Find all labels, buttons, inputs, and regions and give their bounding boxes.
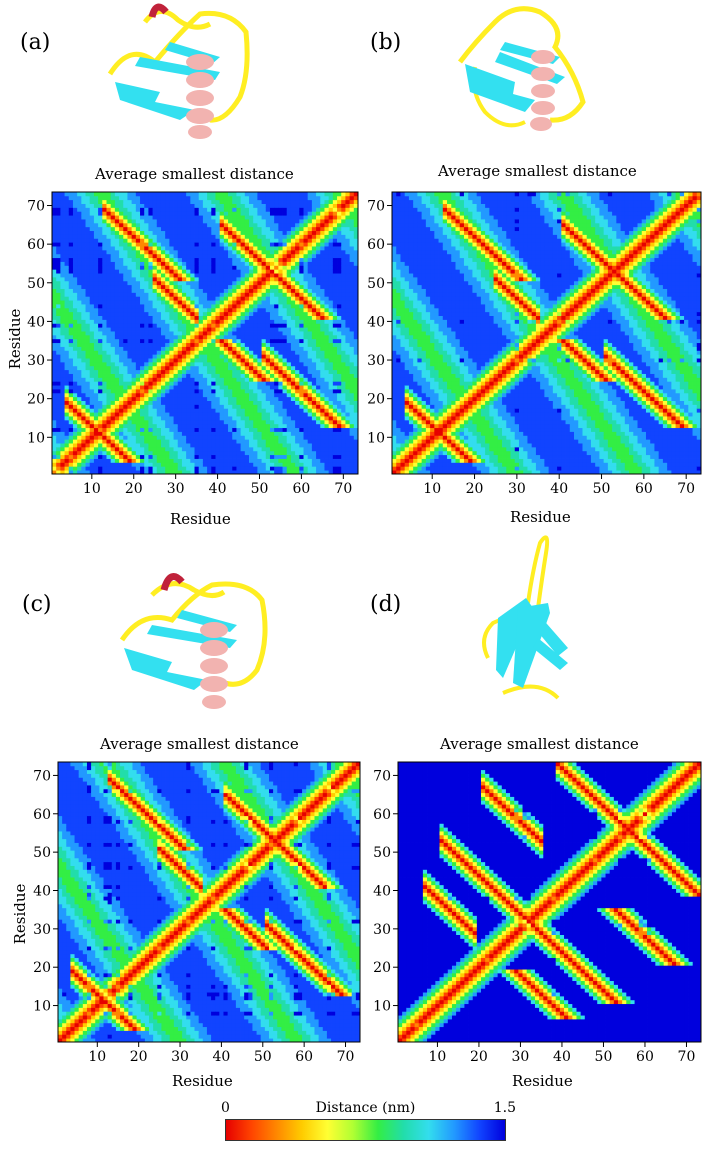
x-tick-label: 50 [593,481,611,497]
heatmap-title: Average smallest distance [440,735,639,753]
heatmap-title: Average smallest distance [100,735,299,753]
x-tick-label: 50 [254,1049,272,1065]
y-tick-label: 20 [33,960,51,976]
y-tick-label: 70 [367,199,385,215]
x-tick-label: 20 [470,1049,488,1065]
y-tick-label: 30 [373,922,391,938]
x-tick-label: 40 [550,481,568,497]
contact-map-plot: 10 20 30 40 50 60 70 10 20 30 40 50 60 70 [27,191,359,497]
x-tick-label: 10 [83,481,101,497]
x-tick-label: 10 [429,1049,447,1065]
plot-frame [397,761,702,1043]
x-tick-label: 40 [553,1049,571,1065]
colorbar: 0 Distance (nm) 1.5 [221,1100,516,1141]
y-tick-label: 40 [367,314,385,330]
y-axis-label: Residue [6,304,24,374]
y-tick-label: 70 [373,768,391,784]
x-axis-label: Residue [170,510,231,528]
protein-structure-a [100,2,250,150]
x-axis-label: Residue [512,1072,573,1090]
x-axis-label: Residue [172,1072,233,1090]
x-tick-label: 30 [167,481,185,497]
y-tick-label: 10 [373,999,391,1015]
panel-label: (b) [370,30,401,55]
contact-map-plot: 10 20 30 40 50 60 70 10 20 30 40 50 60 70 [373,761,702,1065]
y-tick-label: 20 [27,392,45,408]
x-tick-label: 60 [292,481,310,497]
y-tick-label: 50 [27,276,45,292]
x-tick-label: 20 [125,481,143,497]
contact-map-plot: 10 20 30 40 50 60 70 10 20 30 40 50 60 70 [33,761,361,1065]
x-tick-label: 20 [130,1049,148,1065]
x-tick-label: 50 [595,1049,613,1065]
colorbar-min-label: 0 [221,1100,230,1116]
protein-ribbon-image [482,535,568,700]
heatmap-title: Average smallest distance [95,165,294,183]
x-tick-label: 10 [423,481,441,497]
y-tick-label: 70 [27,199,45,215]
y-tick-label: 40 [33,883,51,899]
contact-map-b: 10 20 30 40 50 60 70 10 20 30 40 50 60 70 [362,190,705,500]
y-tick-label: 60 [33,807,51,823]
plot-frame [57,761,361,1043]
x-tick-label: 60 [635,481,653,497]
y-tick-label: 60 [367,237,385,253]
x-tick-label: 10 [88,1049,106,1065]
x-tick-label: 20 [466,481,484,497]
y-tick-label: 10 [27,430,45,446]
panel-label: (d) [370,592,401,617]
x-tick-label: 40 [212,1049,230,1065]
y-tick-label: 30 [367,353,385,369]
x-tick-label: 70 [334,481,352,497]
x-tick-label: 60 [636,1049,654,1065]
panel-label: (a) [20,30,50,55]
y-tick-label: 30 [33,922,51,938]
y-axis-label: Residue [11,879,29,949]
protein-structure-b [455,2,595,150]
plot-frame [391,191,702,475]
colorbar-title: Distance (nm) [225,1100,506,1116]
colorbar-max-label: 1.5 [494,1100,516,1116]
heatmap-title: Average smallest distance [438,162,637,180]
panel-label: (c) [22,592,52,617]
contact-map-d: 10 20 30 40 50 60 70 10 20 30 40 50 60 70 [368,760,705,1068]
y-tick-label: 40 [373,883,391,899]
protein-ribbon-image [119,573,268,709]
x-tick-label: 30 [171,1049,189,1065]
x-tick-label: 70 [677,481,695,497]
colorbar-gradient [225,1119,506,1141]
x-axis-label: Residue [510,508,571,526]
y-tick-label: 40 [27,314,45,330]
y-tick-label: 60 [373,807,391,823]
x-tick-label: 60 [295,1049,313,1065]
protein-ribbon-image [107,3,250,139]
y-tick-label: 50 [367,276,385,292]
x-tick-label: 70 [678,1049,696,1065]
contact-map-plot: 10 20 30 40 50 60 70 10 20 30 40 50 60 70 [367,191,702,497]
x-tick-label: 30 [512,1049,530,1065]
protein-structure-d [478,528,578,708]
y-tick-label: 10 [33,999,51,1015]
y-tick-label: 30 [27,353,45,369]
plot-frame [51,191,359,475]
protein-ribbon-image [458,6,586,131]
x-tick-label: 50 [251,481,269,497]
contact-map-a: 10 20 30 40 50 60 70 10 20 30 40 50 60 70 [22,190,362,500]
x-tick-label: 30 [508,481,526,497]
y-tick-label: 20 [373,960,391,976]
y-tick-label: 10 [367,430,385,446]
contact-map-c: 10 20 30 40 50 60 70 10 20 30 40 50 60 70 [28,760,364,1068]
y-tick-label: 50 [373,845,391,861]
y-tick-label: 60 [27,237,45,253]
y-tick-label: 50 [33,845,51,861]
protein-structure-c [112,570,272,720]
y-tick-label: 20 [367,392,385,408]
x-tick-label: 40 [209,481,227,497]
x-tick-label: 70 [337,1049,355,1065]
y-tick-label: 70 [33,768,51,784]
